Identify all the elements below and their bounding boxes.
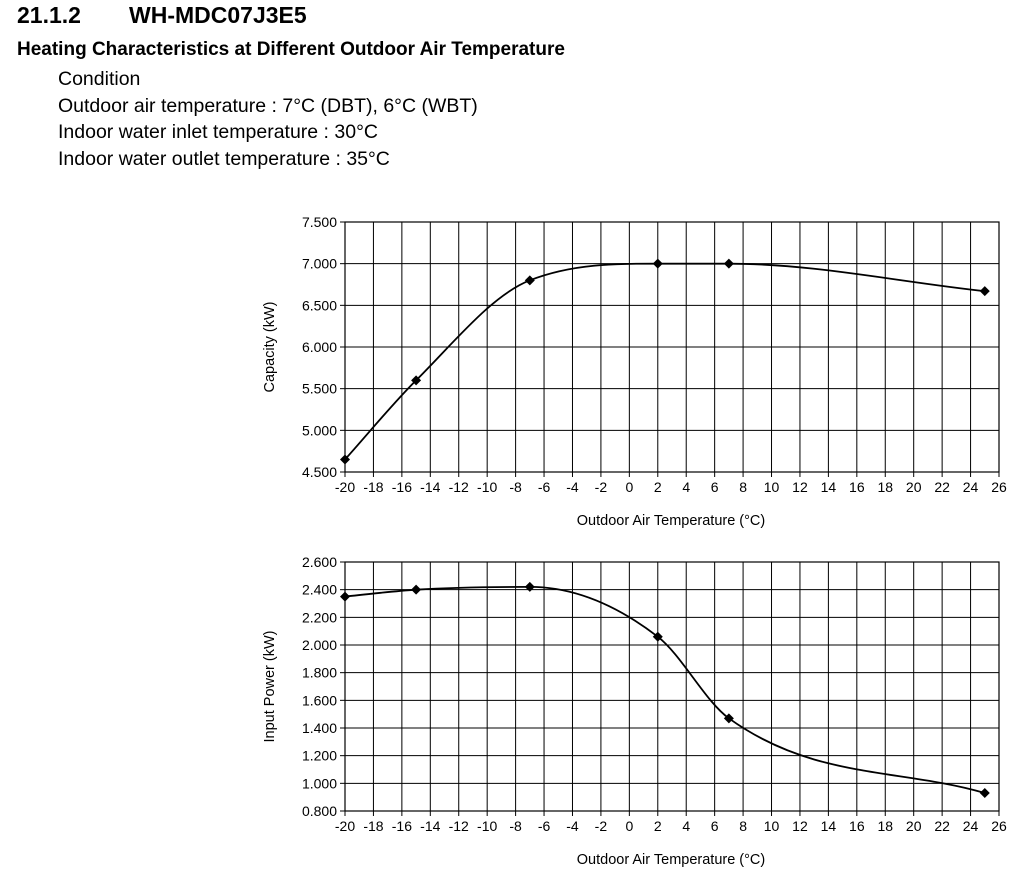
capacity-y-axis: 4.500 5.000 5.500 6.000 6.500 7.000 7.500 bbox=[302, 214, 345, 480]
section-number: 21.1.2 bbox=[17, 2, 81, 28]
conditions-heading: Condition bbox=[58, 68, 141, 90]
capacity-x-tick-label: -10 bbox=[477, 479, 497, 495]
capacity-x-tick-label: 0 bbox=[625, 479, 633, 495]
capacity-x-tick-label: 22 bbox=[934, 479, 950, 495]
capacity-data-point bbox=[340, 454, 350, 465]
capacity-data-point bbox=[652, 258, 663, 269]
condition-line-water-outlet: Indoor water outlet temperature : 35°C bbox=[58, 147, 390, 170]
capacity-x-tick-label: 12 bbox=[792, 479, 808, 495]
capacity-x-tick-label: -4 bbox=[566, 479, 579, 495]
capacity-x-tick-label: -8 bbox=[509, 479, 522, 495]
capacity-x-tick-label: 24 bbox=[963, 479, 979, 495]
page-subtitle: Heating Characteristics at Different Out… bbox=[17, 39, 565, 60]
capacity-x-tick-label: -20 bbox=[335, 479, 355, 495]
capacity-x-tick-label: 14 bbox=[821, 479, 837, 495]
capacity-y-tick-label: 6.500 bbox=[302, 297, 337, 313]
capacity-x-tick-label: 20 bbox=[906, 479, 922, 495]
capacity-x-axis: -20 -18 -16 -14 -12 -10 -8 -6 -4 -2 0 2 4 6 8 10 12 14 16 1… bbox=[335, 472, 1007, 495]
capacity-y-tick-label: 6.000 bbox=[302, 339, 337, 355]
condition-line-outdoor-air: Outdoor air temperature : 7°C (DBT), 6°C… bbox=[58, 94, 478, 117]
section-heading: 21.1.2 WH-MDC07J3E5 bbox=[17, 2, 307, 29]
capacity-x-axis-title: Outdoor Air Temperature (°C) bbox=[577, 513, 765, 529]
capacity-y-tick-label: 4.500 bbox=[302, 464, 337, 480]
capacity-x-tick-label: -12 bbox=[449, 479, 469, 495]
capacity-data-point bbox=[411, 375, 422, 386]
capacity-y-axis-title: Capacity (kW) bbox=[262, 301, 278, 392]
capacity-x-tick-label: 6 bbox=[711, 479, 719, 495]
capacity-x-tick-label: 8 bbox=[739, 479, 747, 495]
capacity-x-tick-label: 26 bbox=[991, 479, 1007, 495]
condition-line-water-inlet: Indoor water inlet temperature : 30°C bbox=[58, 121, 378, 143]
conditions-block: Condition Outdoor air temperature : 7°C … bbox=[58, 66, 478, 172]
capacity-data-point bbox=[524, 275, 535, 286]
capacity-x-tick-label: 2 bbox=[654, 479, 662, 495]
capacity-y-tick-label: 7.000 bbox=[302, 256, 337, 272]
capacity-y-tick-label: 5.500 bbox=[302, 381, 337, 397]
capacity-x-tick-label: -16 bbox=[392, 479, 412, 495]
capacity-x-tick-label: -2 bbox=[595, 479, 608, 495]
model-name: WH-MDC07J3E5 bbox=[129, 2, 307, 28]
capacity-y-tick-label: 7.500 bbox=[302, 214, 337, 230]
capacity-x-tick-label: 18 bbox=[877, 479, 893, 495]
capacity-x-tick-label: -14 bbox=[420, 479, 440, 495]
capacity-x-tick-label: 16 bbox=[849, 479, 865, 495]
capacity-x-tick-label: 10 bbox=[764, 479, 780, 495]
capacity-y-tick-label: 5.000 bbox=[302, 422, 337, 438]
capacity-data-point bbox=[979, 286, 990, 297]
capacity-x-tick-label: -6 bbox=[538, 479, 551, 495]
capacity-x-tick-label: 4 bbox=[682, 479, 690, 495]
capacity-data-point bbox=[723, 258, 734, 269]
capacity-x-tick-label: -18 bbox=[363, 479, 383, 495]
